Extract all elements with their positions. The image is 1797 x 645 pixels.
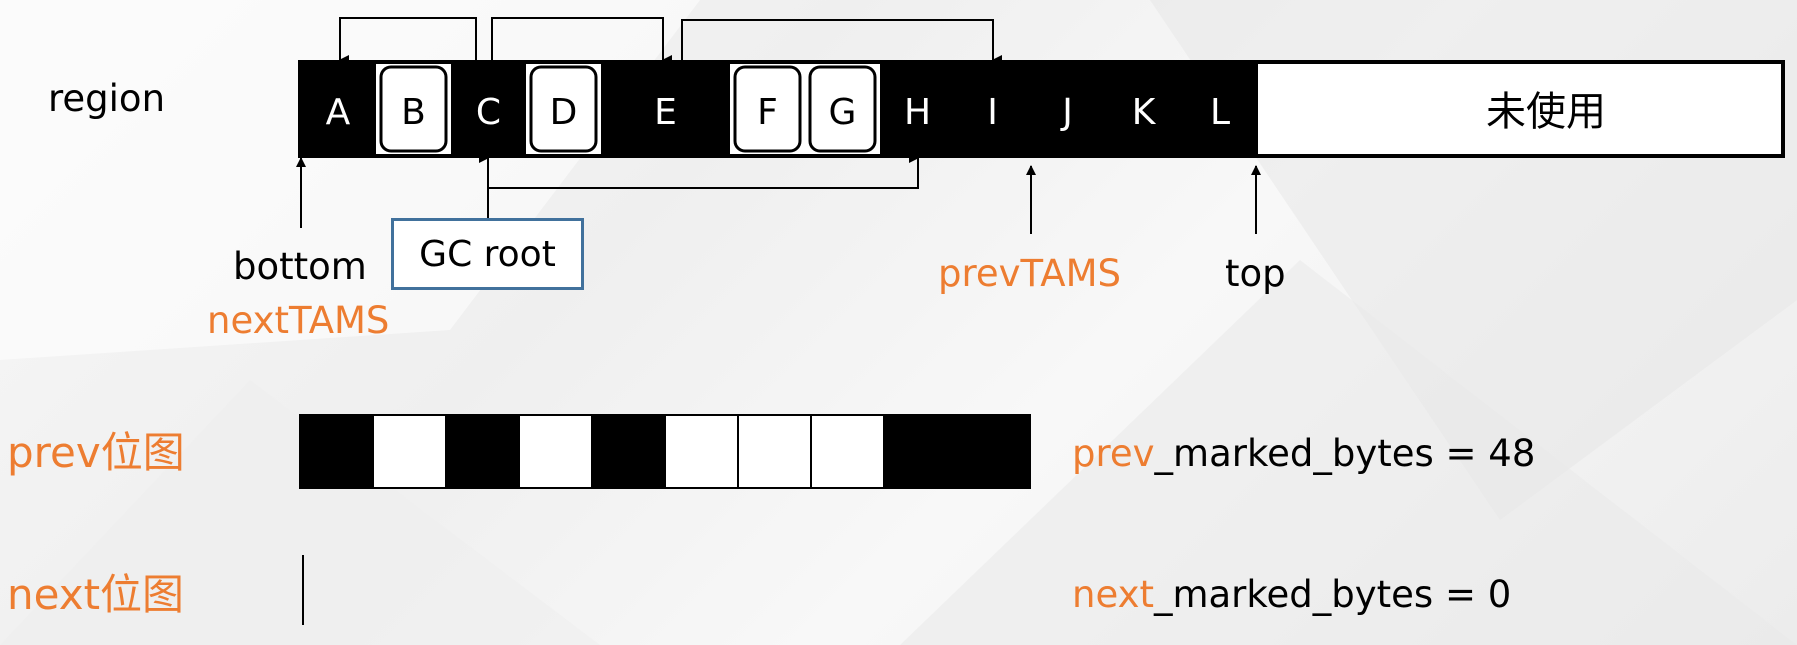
object-b: B [379, 65, 448, 153]
next-marked-bytes-value: _marked_bytes = 0 [1153, 573, 1512, 616]
nexttams-label: nextTAMS [207, 299, 390, 342]
prev-bitmap-cell [883, 414, 958, 489]
object-d-label: D [550, 92, 578, 133]
ref-arrow-c-to-h [487, 153, 919, 218]
object-e: E [601, 62, 730, 156]
object-d: D [529, 65, 598, 153]
ref-arrow-c-to-a [339, 17, 477, 65]
object-k: K [1105, 62, 1182, 156]
prev-bitmap-cell [445, 414, 520, 489]
prev-bitmap-bar [299, 414, 1031, 489]
gc-root-box: GC root [391, 218, 584, 290]
bottom-label: bottom [233, 245, 367, 288]
region-label: region [48, 77, 166, 120]
prev-bitmap-label: prev位图 [7, 428, 185, 477]
next-marked-bytes-prefix: next [1072, 573, 1154, 616]
prev-bitmap-cell [956, 414, 1031, 489]
object-k-label: K [1132, 92, 1157, 133]
prev-bitmap-cell [518, 414, 593, 489]
reference-arrows [339, 17, 1002, 218]
unused-area-label: 未使用 [1486, 89, 1606, 135]
object-f: F [733, 65, 802, 153]
object-a-label: A [326, 92, 351, 133]
object-e-label: E [654, 92, 677, 133]
prev-marked-bytes: prev_marked_bytes = 48 [1072, 435, 1535, 472]
object-i: I [955, 62, 1030, 156]
prev-bitmap-cell [299, 414, 374, 489]
prev-bitmap-cell [810, 414, 885, 489]
object-i-label: I [987, 92, 998, 133]
prev-bitmap-cell [591, 414, 666, 489]
object-c: C [451, 62, 526, 156]
object-g: G [808, 65, 877, 153]
object-j-label: J [1060, 92, 1073, 133]
prev-bitmap-cell [664, 414, 739, 489]
object-j: J [1030, 62, 1105, 156]
prev-bitmap-cell [737, 414, 812, 489]
object-h-label: H [904, 92, 931, 133]
object-c-label: C [476, 92, 501, 133]
prev-marked-bytes-value: _marked_bytes = 48 [1154, 432, 1536, 475]
ref-arrow-c-to-e [491, 17, 672, 65]
top-label: top [1225, 252, 1286, 295]
object-a: A [300, 62, 376, 156]
object-b-label: B [401, 92, 426, 133]
object-l-label: L [1210, 92, 1230, 133]
object-l: L [1182, 62, 1258, 156]
object-g-label: G [829, 92, 857, 133]
prev-marked-bytes-prefix: prev [1072, 432, 1155, 475]
object-f-label: F [757, 92, 778, 133]
ref-arrow-e-to-i [681, 19, 1002, 65]
object-h: H [880, 62, 955, 156]
prevtams-label: prevTAMS [938, 252, 1121, 295]
next-bitmap-label: next位图 [7, 570, 185, 619]
region-objects: A B C D E F G H I J K L [300, 62, 1258, 156]
next-marked-bytes: next_marked_bytes = 0 [1072, 576, 1511, 613]
prev-bitmap-cell [372, 414, 447, 489]
